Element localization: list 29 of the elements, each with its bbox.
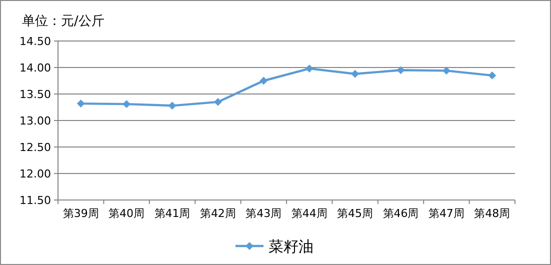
y-tick-label: 14.50 <box>20 34 51 48</box>
x-tick-label: 第43周 <box>246 207 282 220</box>
y-axis-title: 单位：元/公斤 <box>22 14 104 29</box>
x-tick-label: 第42周 <box>200 207 236 220</box>
x-tick-label: 第44周 <box>291 207 328 220</box>
y-tick-label: 13.50 <box>20 88 51 101</box>
x-tick-label: 第47周 <box>428 207 464 220</box>
point <box>396 66 405 74</box>
y-tick-label: 12.50 <box>20 140 51 154</box>
y-tick-label: 14.00 <box>20 61 51 74</box>
x-tick-label: 第48周 <box>474 207 510 220</box>
point <box>351 70 360 78</box>
point <box>442 66 450 75</box>
point <box>76 100 85 108</box>
x-tick-label: 第46周 <box>382 207 419 220</box>
point <box>122 100 131 108</box>
y-tick-label: 12.00 <box>20 167 51 180</box>
point <box>260 76 268 85</box>
legend-label: 菜籽油 <box>268 237 314 256</box>
x-tick-label: 第41周 <box>154 207 190 220</box>
x-tick-label: 第45周 <box>337 207 374 220</box>
point <box>305 64 314 73</box>
y-tick-label: 11.50 <box>20 194 51 207</box>
point <box>214 98 222 106</box>
point <box>488 71 496 80</box>
x-tick-label: 第40周 <box>108 207 145 220</box>
point <box>168 102 176 110</box>
x-tick-label: 第39周 <box>62 207 99 220</box>
y-tick-label: 13.00 <box>20 114 51 128</box>
